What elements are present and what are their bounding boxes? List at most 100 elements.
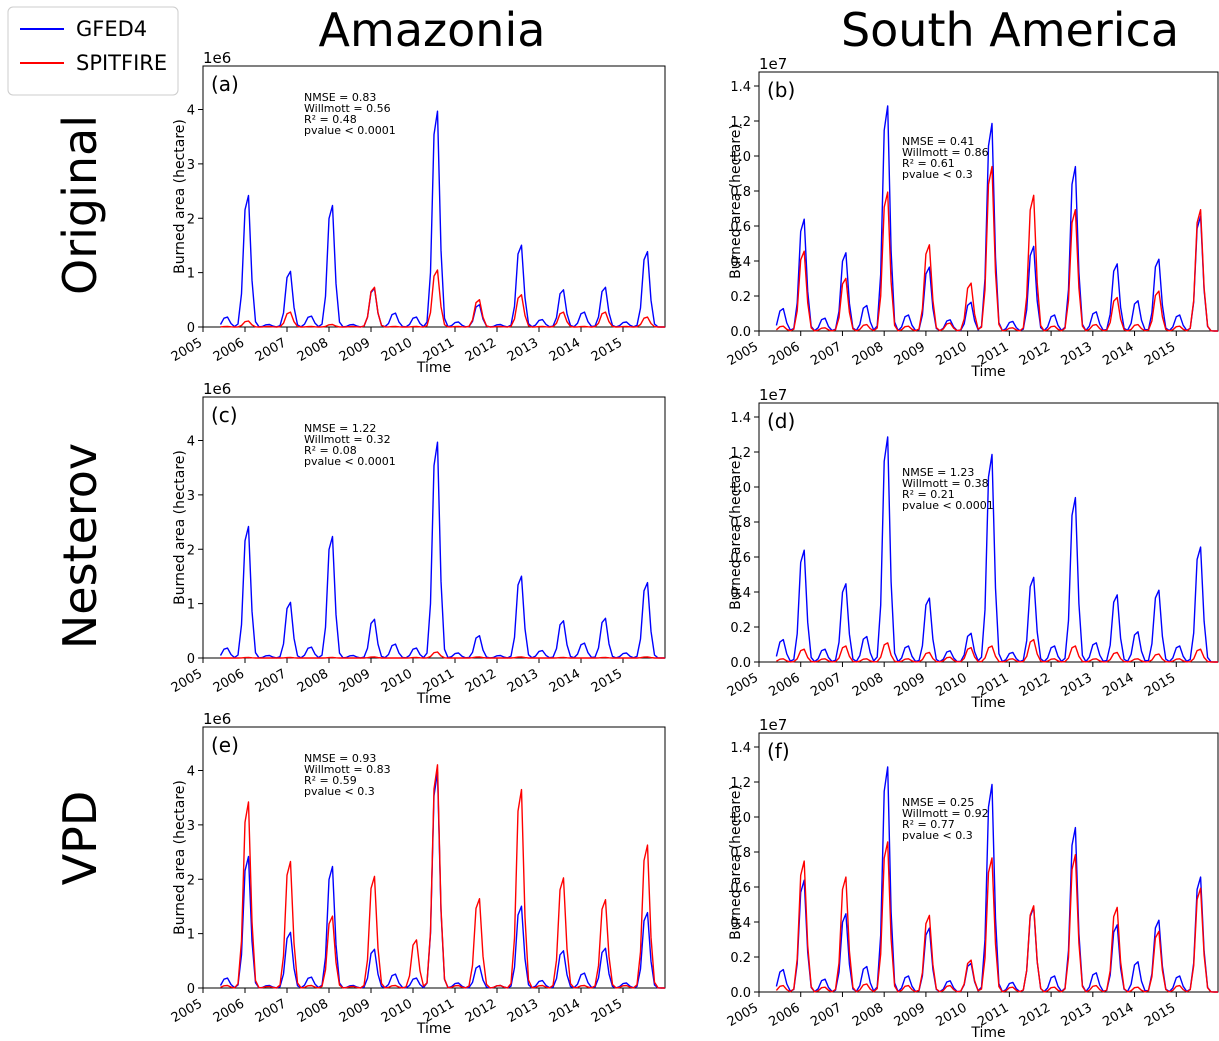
x-tick-label: 2009 xyxy=(892,339,928,369)
x-tick-label: 2007 xyxy=(253,335,289,365)
x-tick-label: 2012 xyxy=(1017,339,1053,369)
x-axis-label: Time xyxy=(416,1021,451,1037)
series-line-spitfire xyxy=(220,269,665,328)
stat-line: R² = 0.08 xyxy=(304,444,357,457)
column-title-amazonia: Amazonia xyxy=(319,3,546,57)
y-scale-exponent: 1e6 xyxy=(203,49,231,67)
y-tick-label: 0.8 xyxy=(730,185,751,200)
y-tick-label: 3 xyxy=(187,489,195,504)
stat-line: NMSE = 0.41 xyxy=(902,135,974,148)
y-tick-label: 1.4 xyxy=(730,741,751,756)
x-tick-label: 2008 xyxy=(295,996,331,1026)
stat-line: pvalue < 0.0001 xyxy=(304,124,396,137)
stat-line: NMSE = 1.22 xyxy=(304,422,376,435)
x-axis-label: Time xyxy=(416,360,451,376)
x-tick-label: 2015 xyxy=(589,666,625,696)
x-axis-label: Time xyxy=(970,364,1005,380)
y-scale-exponent: 1e7 xyxy=(759,386,787,404)
x-tick-label: 2014 xyxy=(547,666,583,696)
x-tick-label: 2005 xyxy=(169,335,205,365)
x-tick-label: 2014 xyxy=(1100,339,1136,369)
stat-line: R² = 0.21 xyxy=(902,488,955,501)
x-tick-label: 2013 xyxy=(505,996,541,1026)
x-tick-label: 2006 xyxy=(211,666,247,696)
y-axis-label: Burned area (hectare) xyxy=(172,780,188,935)
y-tick-label: 0.2 xyxy=(730,951,751,966)
series-line-gfed4 xyxy=(219,441,665,659)
plot-area xyxy=(202,726,666,989)
y-tick-label: 4 xyxy=(187,435,195,450)
x-tick-label: 2005 xyxy=(725,339,761,369)
y-scale-exponent: 1e6 xyxy=(203,380,231,398)
x-tick-label: 2013 xyxy=(1059,339,1095,369)
x-tick-label: 2005 xyxy=(725,670,761,700)
y-tick-label: 0.0 xyxy=(730,656,751,671)
x-tick-label: 2013 xyxy=(505,335,541,365)
y-axis-label: Burned area (hectare) xyxy=(172,119,188,274)
panel-label: (b) xyxy=(767,78,795,102)
x-tick-label: 2007 xyxy=(253,666,289,696)
stat-line: Willmott = 0.83 xyxy=(304,763,391,776)
x-tick-label: 2005 xyxy=(169,996,205,1026)
legend-label-spitfire: SPITFIRE xyxy=(76,51,167,75)
stat-line: pvalue < 0.3 xyxy=(902,168,973,181)
y-tick-label: 0.8 xyxy=(730,516,751,531)
x-tick-label: 2013 xyxy=(505,666,541,696)
x-tick-label: 2008 xyxy=(850,670,886,700)
y-tick-label: 3 xyxy=(187,819,195,834)
x-tick-label: 2015 xyxy=(1142,339,1178,369)
row-title-vpd: VPD xyxy=(53,791,107,886)
y-tick-label: 1.4 xyxy=(730,80,751,95)
stat-line: Willmott = 0.32 xyxy=(304,433,391,446)
y-tick-label: 3 xyxy=(187,158,195,173)
x-tick-label: 2007 xyxy=(808,670,844,700)
y-tick-label: 0.4 xyxy=(730,586,751,601)
x-tick-label: 2014 xyxy=(1100,1000,1136,1030)
x-tick-label: 2006 xyxy=(767,339,803,369)
x-tick-label: 2008 xyxy=(850,339,886,369)
row-title-nesterov: Nesterov xyxy=(53,443,107,649)
x-tick-label: 2005 xyxy=(169,666,205,696)
x-tick-label: 2009 xyxy=(892,1000,928,1030)
x-tick-label: 2014 xyxy=(1100,670,1136,700)
x-tick-label: 2008 xyxy=(295,335,331,365)
stat-line: NMSE = 0.93 xyxy=(304,752,376,765)
y-axis-label: Burned area (hectare) xyxy=(728,785,744,940)
x-tick-label: 2015 xyxy=(1142,1000,1178,1030)
x-tick-label: 2009 xyxy=(337,666,373,696)
x-tick-label: 2009 xyxy=(337,996,373,1026)
y-tick-label: 1.0 xyxy=(730,481,751,496)
stat-line: R² = 0.61 xyxy=(902,157,955,170)
y-axis-label: Burned area (hectare) xyxy=(728,124,744,279)
x-tick-label: 2015 xyxy=(589,996,625,1026)
x-tick-label: 2006 xyxy=(211,996,247,1026)
stat-line: Willmott = 0.38 xyxy=(902,477,989,490)
stat-line: NMSE = 0.83 xyxy=(304,91,376,104)
x-tick-label: 2009 xyxy=(892,670,928,700)
x-tick-label: 2010 xyxy=(933,1000,969,1030)
x-tick-label: 2012 xyxy=(1017,670,1053,700)
series-line-gfed4 xyxy=(775,766,1218,993)
stat-line: R² = 0.48 xyxy=(304,113,357,126)
y-tick-label: 1.2 xyxy=(730,115,751,130)
y-tick-label: 0.2 xyxy=(730,621,751,636)
chart-panel-b: 0.0 0.2 0.4 0.6 0.8 1.0 1.2 1.4 2005 2006 2007 2008… xyxy=(725,55,1219,380)
x-axis-label: Time xyxy=(416,691,451,707)
y-tick-label: 1.0 xyxy=(730,811,751,826)
y-tick-label: 0.6 xyxy=(730,220,751,235)
x-tick-label: 2007 xyxy=(808,339,844,369)
y-scale-exponent: 1e6 xyxy=(203,710,231,728)
stat-line: pvalue < 0.3 xyxy=(902,829,973,842)
y-tick-label: 0.6 xyxy=(730,551,751,566)
stat-line: NMSE = 0.25 xyxy=(902,796,974,809)
x-tick-label: 2012 xyxy=(463,335,499,365)
x-tick-label: 2010 xyxy=(379,335,415,365)
stat-line: Willmott = 0.86 xyxy=(902,146,989,159)
panel-label: (a) xyxy=(211,72,239,96)
series-line-spitfire xyxy=(776,638,1218,663)
y-tick-label: 0.0 xyxy=(730,325,751,340)
series-line-spitfire xyxy=(775,841,1218,993)
y-tick-label: 0.4 xyxy=(730,916,751,931)
